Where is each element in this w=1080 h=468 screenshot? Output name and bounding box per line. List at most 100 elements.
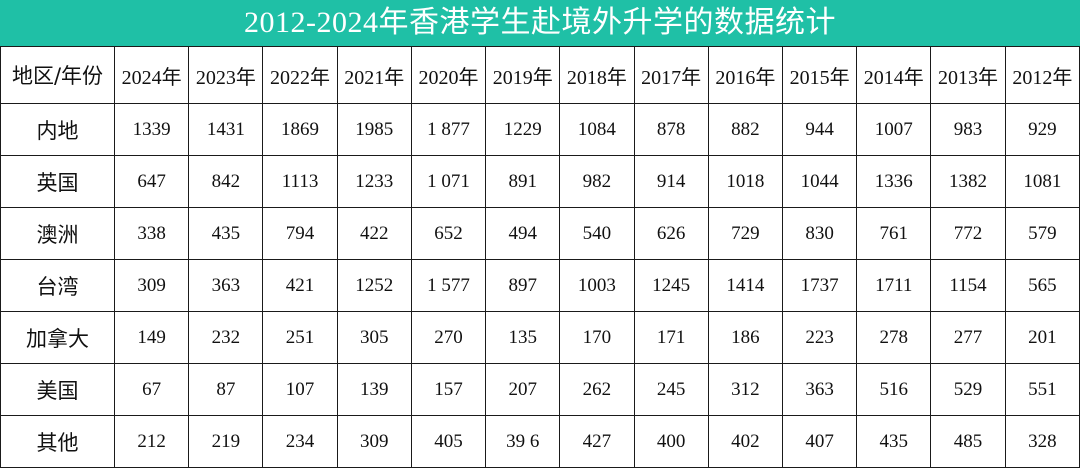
table-cell: 729 [707, 207, 783, 260]
table-cell: 1084 [559, 103, 635, 156]
region-label-cell: 英国 [0, 155, 115, 208]
page-title: 2012-2024年香港学生赴境外升学的数据统计 [0, 0, 1080, 46]
table-cell: 1018 [707, 155, 783, 208]
region-label-cell: 内地 [0, 103, 115, 156]
table-cell: 427 [559, 415, 635, 468]
table-cell: 647 [113, 155, 190, 208]
table-cell: 772 [930, 207, 1006, 260]
table-cell: 1229 [485, 103, 561, 156]
table-cell: 529 [930, 363, 1006, 416]
year-header-cell: 2015年 [781, 46, 858, 104]
table-row: 内地 1339 1431 1869 1985 1 877 1229 1084 878 882 944… [0, 103, 1080, 156]
table-cell: 1113 [262, 155, 338, 208]
table-cell: 234 [262, 415, 338, 468]
table-cell: 328 [1004, 415, 1080, 468]
table-cell: 149 [113, 311, 190, 364]
table-cell: 251 [262, 311, 338, 364]
table-cell: 1711 [856, 259, 932, 312]
table-cell: 135 [485, 311, 561, 364]
table-cell: 914 [633, 155, 709, 208]
table-cell: 794 [262, 207, 338, 260]
year-header-cell: 2012年 [1004, 46, 1080, 104]
table-cell: 1233 [336, 155, 412, 208]
table-cell: 1414 [707, 259, 783, 312]
table-cell: 1 877 [410, 103, 487, 156]
table-cell: 201 [1004, 311, 1080, 364]
year-header-cell: 2016年 [707, 46, 783, 104]
table-cell: 422 [336, 207, 412, 260]
year-header-cell: 2013年 [930, 46, 1006, 104]
table-cell: 982 [559, 155, 635, 208]
table-cell: 363 [781, 363, 858, 416]
table-body: 内地 1339 1431 1869 1985 1 877 1229 1084 878 882 944… [0, 103, 1080, 468]
table-cell: 305 [336, 311, 412, 364]
table-cell: 929 [1004, 103, 1080, 156]
table-cell: 1245 [633, 259, 709, 312]
table-row: 其他 212 219 234 309 405 39 6 427 400 402 407 435 485 3… [0, 415, 1080, 468]
table-cell: 170 [559, 311, 635, 364]
year-header-cell: 2024年 [113, 46, 190, 104]
region-label-cell: 加拿大 [0, 311, 115, 364]
table-cell: 1154 [930, 259, 1006, 312]
table-cell: 1252 [336, 259, 412, 312]
table-cell: 186 [707, 311, 783, 364]
table-cell: 1382 [930, 155, 1006, 208]
table-cell: 891 [485, 155, 561, 208]
year-header-cell: 2014年 [856, 46, 932, 104]
table-cell: 232 [188, 311, 264, 364]
table-cell: 270 [410, 311, 487, 364]
table-cell: 171 [633, 311, 709, 364]
table-row: 英国 647 842 1113 1233 1 071 891 982 914 1018 1044 13… [0, 155, 1080, 208]
region-label-cell: 台湾 [0, 259, 115, 312]
table-cell: 67 [113, 363, 190, 416]
table-cell: 494 [485, 207, 561, 260]
table-cell: 39 6 [485, 415, 561, 468]
table-cell: 435 [856, 415, 932, 468]
table-cell: 579 [1004, 207, 1080, 260]
table-cell: 652 [410, 207, 487, 260]
year-header-cell: 2018年 [559, 46, 635, 104]
region-label-cell: 澳洲 [0, 207, 115, 260]
table-cell: 1336 [856, 155, 932, 208]
table-cell: 107 [262, 363, 338, 416]
year-header-cell: 2020年 [410, 46, 487, 104]
table-cell: 1044 [781, 155, 858, 208]
region-label-cell: 美国 [0, 363, 115, 416]
table-cell: 882 [707, 103, 783, 156]
table-cell: 944 [781, 103, 858, 156]
table-cell: 1737 [781, 259, 858, 312]
table-cell: 262 [559, 363, 635, 416]
table-cell: 485 [930, 415, 1006, 468]
table-cell: 157 [410, 363, 487, 416]
table-cell: 1 577 [410, 259, 487, 312]
table-cell: 223 [781, 311, 858, 364]
table-cell: 761 [856, 207, 932, 260]
year-header-cell: 2017年 [633, 46, 709, 104]
table-cell: 139 [336, 363, 412, 416]
table-cell: 435 [188, 207, 264, 260]
table-row: 台湾 309 363 421 1252 1 577 897 1003 1245 1414 1737 1… [0, 259, 1080, 312]
table-cell: 207 [485, 363, 561, 416]
table-cell: 278 [856, 311, 932, 364]
table-cell: 212 [113, 415, 190, 468]
table-cell: 309 [113, 259, 190, 312]
table-row: 澳洲 338 435 794 422 652 494 540 626 729 830 761 772 57… [0, 207, 1080, 260]
table-cell: 402 [707, 415, 783, 468]
table-cell: 1007 [856, 103, 932, 156]
table-cell: 897 [485, 259, 561, 312]
year-header-cell: 2019年 [485, 46, 561, 104]
table-cell: 1081 [1004, 155, 1080, 208]
table-cell: 983 [930, 103, 1006, 156]
table-cell: 1339 [113, 103, 190, 156]
corner-header-cell: 地区/年份 [0, 46, 115, 104]
table-cell: 878 [633, 103, 709, 156]
year-header-cell: 2022年 [262, 46, 338, 104]
table-cell: 87 [188, 363, 264, 416]
year-header-cell: 2023年 [188, 46, 264, 104]
table-cell: 842 [188, 155, 264, 208]
table-cell: 565 [1004, 259, 1080, 312]
year-header-cell: 2021年 [336, 46, 412, 104]
table-cell: 1985 [336, 103, 412, 156]
table-cell: 309 [336, 415, 412, 468]
table-cell: 405 [410, 415, 487, 468]
